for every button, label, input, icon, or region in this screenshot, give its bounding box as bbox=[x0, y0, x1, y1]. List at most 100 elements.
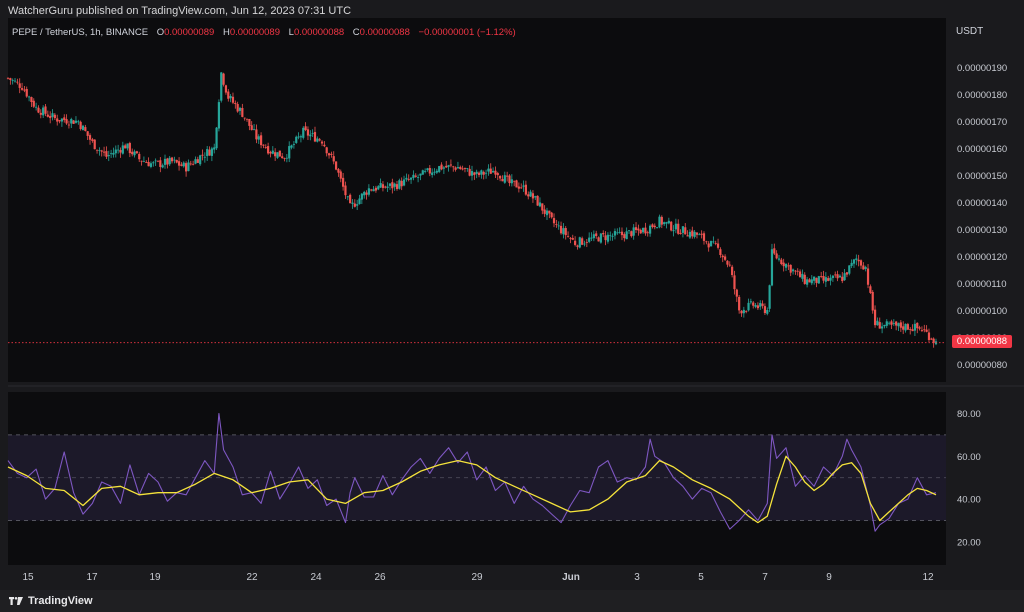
candle-body bbox=[932, 338, 935, 343]
candle-body bbox=[620, 231, 624, 236]
candle-body bbox=[731, 266, 734, 276]
candle-body bbox=[168, 157, 171, 165]
candle-body bbox=[192, 163, 195, 165]
candle-body bbox=[499, 175, 502, 179]
candle-body bbox=[630, 231, 633, 237]
candle-body bbox=[201, 154, 204, 156]
rsi-tick-label: 40.00 bbox=[957, 495, 981, 506]
candle-body bbox=[890, 321, 893, 325]
candle-body bbox=[566, 236, 570, 238]
candle-body bbox=[337, 169, 340, 173]
candle-body bbox=[773, 248, 776, 254]
candle-body bbox=[918, 327, 921, 329]
candle-body bbox=[583, 243, 586, 245]
candle-body bbox=[684, 227, 687, 235]
candle-body bbox=[768, 285, 771, 309]
candle-body bbox=[709, 241, 713, 247]
rsi-tick-label: 80.00 bbox=[957, 409, 981, 420]
candle-body bbox=[227, 91, 230, 99]
candle-body bbox=[215, 127, 218, 149]
candle-body bbox=[522, 185, 525, 187]
candle-body bbox=[550, 212, 553, 218]
candle-body bbox=[892, 323, 895, 324]
candle-body bbox=[838, 275, 842, 278]
candle-body bbox=[672, 230, 675, 232]
candle-body bbox=[747, 302, 750, 311]
candle-body bbox=[721, 255, 724, 258]
x-tick-label: 12 bbox=[922, 572, 934, 583]
candle-body bbox=[255, 129, 258, 140]
candle-body bbox=[231, 96, 235, 103]
high-value: 0.00000089 bbox=[229, 27, 281, 38]
candle-body bbox=[634, 227, 638, 231]
candle-body bbox=[182, 162, 185, 167]
candle-body bbox=[923, 329, 926, 331]
candle-body bbox=[653, 225, 656, 228]
x-tick-label: 9 bbox=[826, 572, 832, 583]
candle-body bbox=[105, 151, 108, 157]
candle-body bbox=[663, 222, 666, 225]
candle-body bbox=[754, 305, 757, 307]
candle-body bbox=[128, 142, 131, 154]
candle-body bbox=[597, 237, 600, 242]
candle-body bbox=[909, 329, 912, 330]
candle-body bbox=[93, 139, 96, 150]
candle-body bbox=[88, 135, 92, 140]
candle-body bbox=[281, 156, 284, 159]
candle-body bbox=[189, 163, 192, 165]
candle-body bbox=[117, 149, 120, 151]
candle-body bbox=[480, 170, 483, 175]
candle-body bbox=[431, 172, 434, 175]
candle-body bbox=[463, 168, 467, 169]
candle-body bbox=[288, 146, 291, 159]
candle-body bbox=[883, 324, 886, 327]
candle-body bbox=[501, 178, 504, 182]
candle-body bbox=[503, 175, 506, 183]
candle-body bbox=[199, 155, 202, 165]
tradingview-logo-icon[interactable] bbox=[9, 596, 23, 606]
candle-body bbox=[473, 172, 476, 175]
candle-body bbox=[735, 289, 738, 297]
candle-body bbox=[545, 210, 549, 216]
x-tick-label: 29 bbox=[471, 572, 483, 583]
candle-body bbox=[927, 332, 931, 340]
candle-body bbox=[344, 185, 347, 196]
candle-body bbox=[356, 204, 359, 206]
candle-body bbox=[637, 228, 640, 231]
candle-body bbox=[409, 177, 413, 180]
candle-body bbox=[259, 135, 263, 146]
candle-body bbox=[752, 302, 755, 306]
candle-body bbox=[318, 139, 321, 141]
candle-body bbox=[681, 226, 685, 233]
candle-body bbox=[454, 167, 457, 170]
candle-body bbox=[302, 127, 305, 138]
candle-body bbox=[829, 277, 832, 281]
candle-body bbox=[646, 232, 649, 234]
candle-body bbox=[592, 234, 595, 239]
candle-body bbox=[466, 168, 469, 169]
candle-body bbox=[787, 265, 790, 267]
candle-body bbox=[35, 106, 38, 108]
footer-brand[interactable]: TradingView bbox=[28, 595, 93, 607]
candle-body bbox=[888, 322, 891, 324]
candle-body bbox=[588, 237, 591, 242]
candle-body bbox=[515, 180, 518, 188]
candle-body bbox=[627, 230, 631, 232]
candle-body bbox=[862, 265, 865, 270]
candle-body bbox=[297, 136, 300, 138]
symbol-legend: PEPE / TetherUS, 1h, BINANCE O0.00000089… bbox=[12, 27, 516, 38]
candle-body bbox=[377, 186, 380, 190]
candle-body bbox=[295, 136, 298, 143]
candle-body bbox=[686, 235, 689, 237]
rsi-tick-label: 20.00 bbox=[957, 537, 981, 548]
symbol-name: PEPE / TetherUS, 1h, BINANCE bbox=[12, 27, 149, 38]
candle-body bbox=[496, 173, 499, 176]
candle-body bbox=[98, 150, 101, 152]
candle-body bbox=[365, 192, 368, 195]
candle-body bbox=[138, 153, 141, 160]
candle-body bbox=[857, 259, 860, 262]
candle-body bbox=[602, 233, 605, 235]
candle-body bbox=[742, 309, 745, 314]
candle-body bbox=[316, 138, 319, 142]
